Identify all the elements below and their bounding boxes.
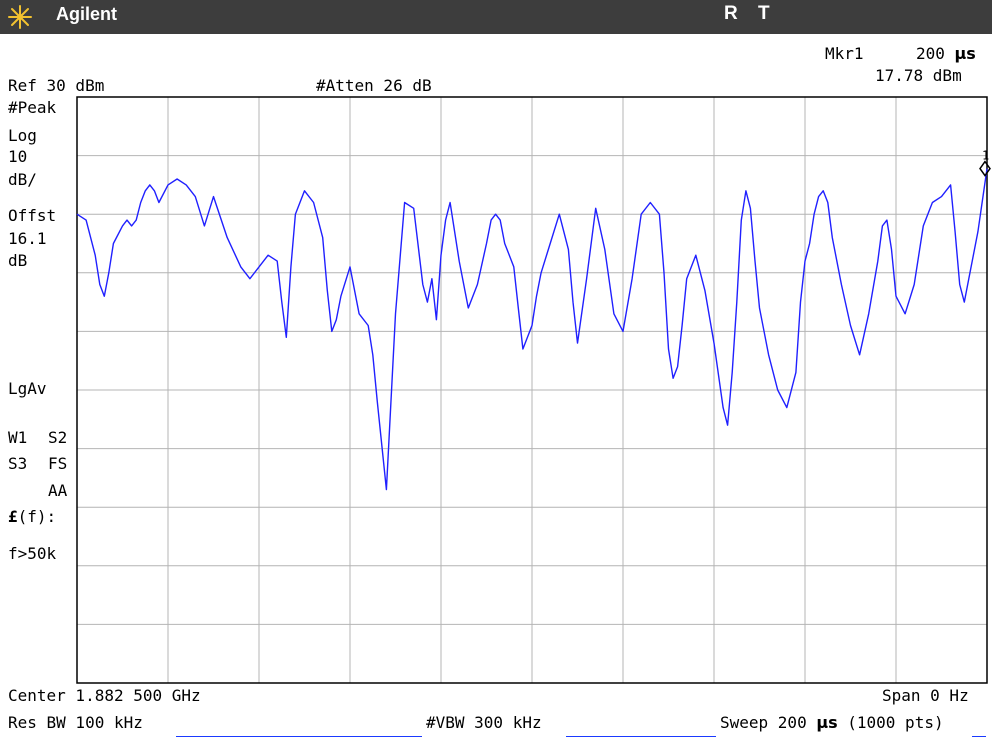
title-bar: Agilent R T [0,0,992,34]
attenuation: #Atten 26 dB [316,76,432,95]
trace-line [76,168,988,491]
offset-unit: dB [8,251,28,270]
marker-amplitude: 17.78 dBm [875,66,962,85]
offset-value: 16.1 [8,229,47,248]
trace-s2: S2 [48,428,68,447]
vbw-underline [566,736,716,737]
trace-s3: S3 [8,454,28,473]
trace-group [76,168,988,491]
marker-group: 1 [979,149,991,177]
trigger-indicator: T [758,3,770,24]
ref-level: Ref 30 dBm [8,76,105,95]
frequency-condition: f>50k [8,544,57,563]
plot-frame [76,96,988,684]
averaging-mode: LgAv [8,379,47,398]
agilent-spark-logo-icon [8,5,32,29]
marker-time: 200 μs [916,44,976,63]
resolution-bandwidth: Res BW 100 kHz [8,713,143,732]
marker-label: Mkr1 [825,44,864,63]
span: Span 0 Hz [882,686,969,705]
brand-name: Agilent [56,4,117,24]
scale-unit: dB/ [8,170,37,189]
ef-label: £(f): [8,507,57,526]
detector-mode: #Peak [8,98,57,117]
trace-fs: FS [48,454,68,473]
remote-indicator: R [724,3,738,24]
sweep-time: Sweep 200 μs (1000 pts) [720,713,944,732]
trace-w1: W1 [8,428,28,447]
scale-value: 10 [8,147,28,166]
center-frequency: Center 1.882 500 GHz [8,686,201,705]
trace-aa: AA [48,481,68,500]
marker-number: 1 [982,149,989,163]
scale-type: Log [8,126,37,145]
marker-diamond-icon [979,160,991,177]
video-bandwidth: #VBW 300 kHz [426,713,542,732]
offset-label: Offst [8,206,57,225]
res-bw-underline [176,736,422,737]
sweep-underline [972,736,986,737]
graticule [76,96,988,684]
